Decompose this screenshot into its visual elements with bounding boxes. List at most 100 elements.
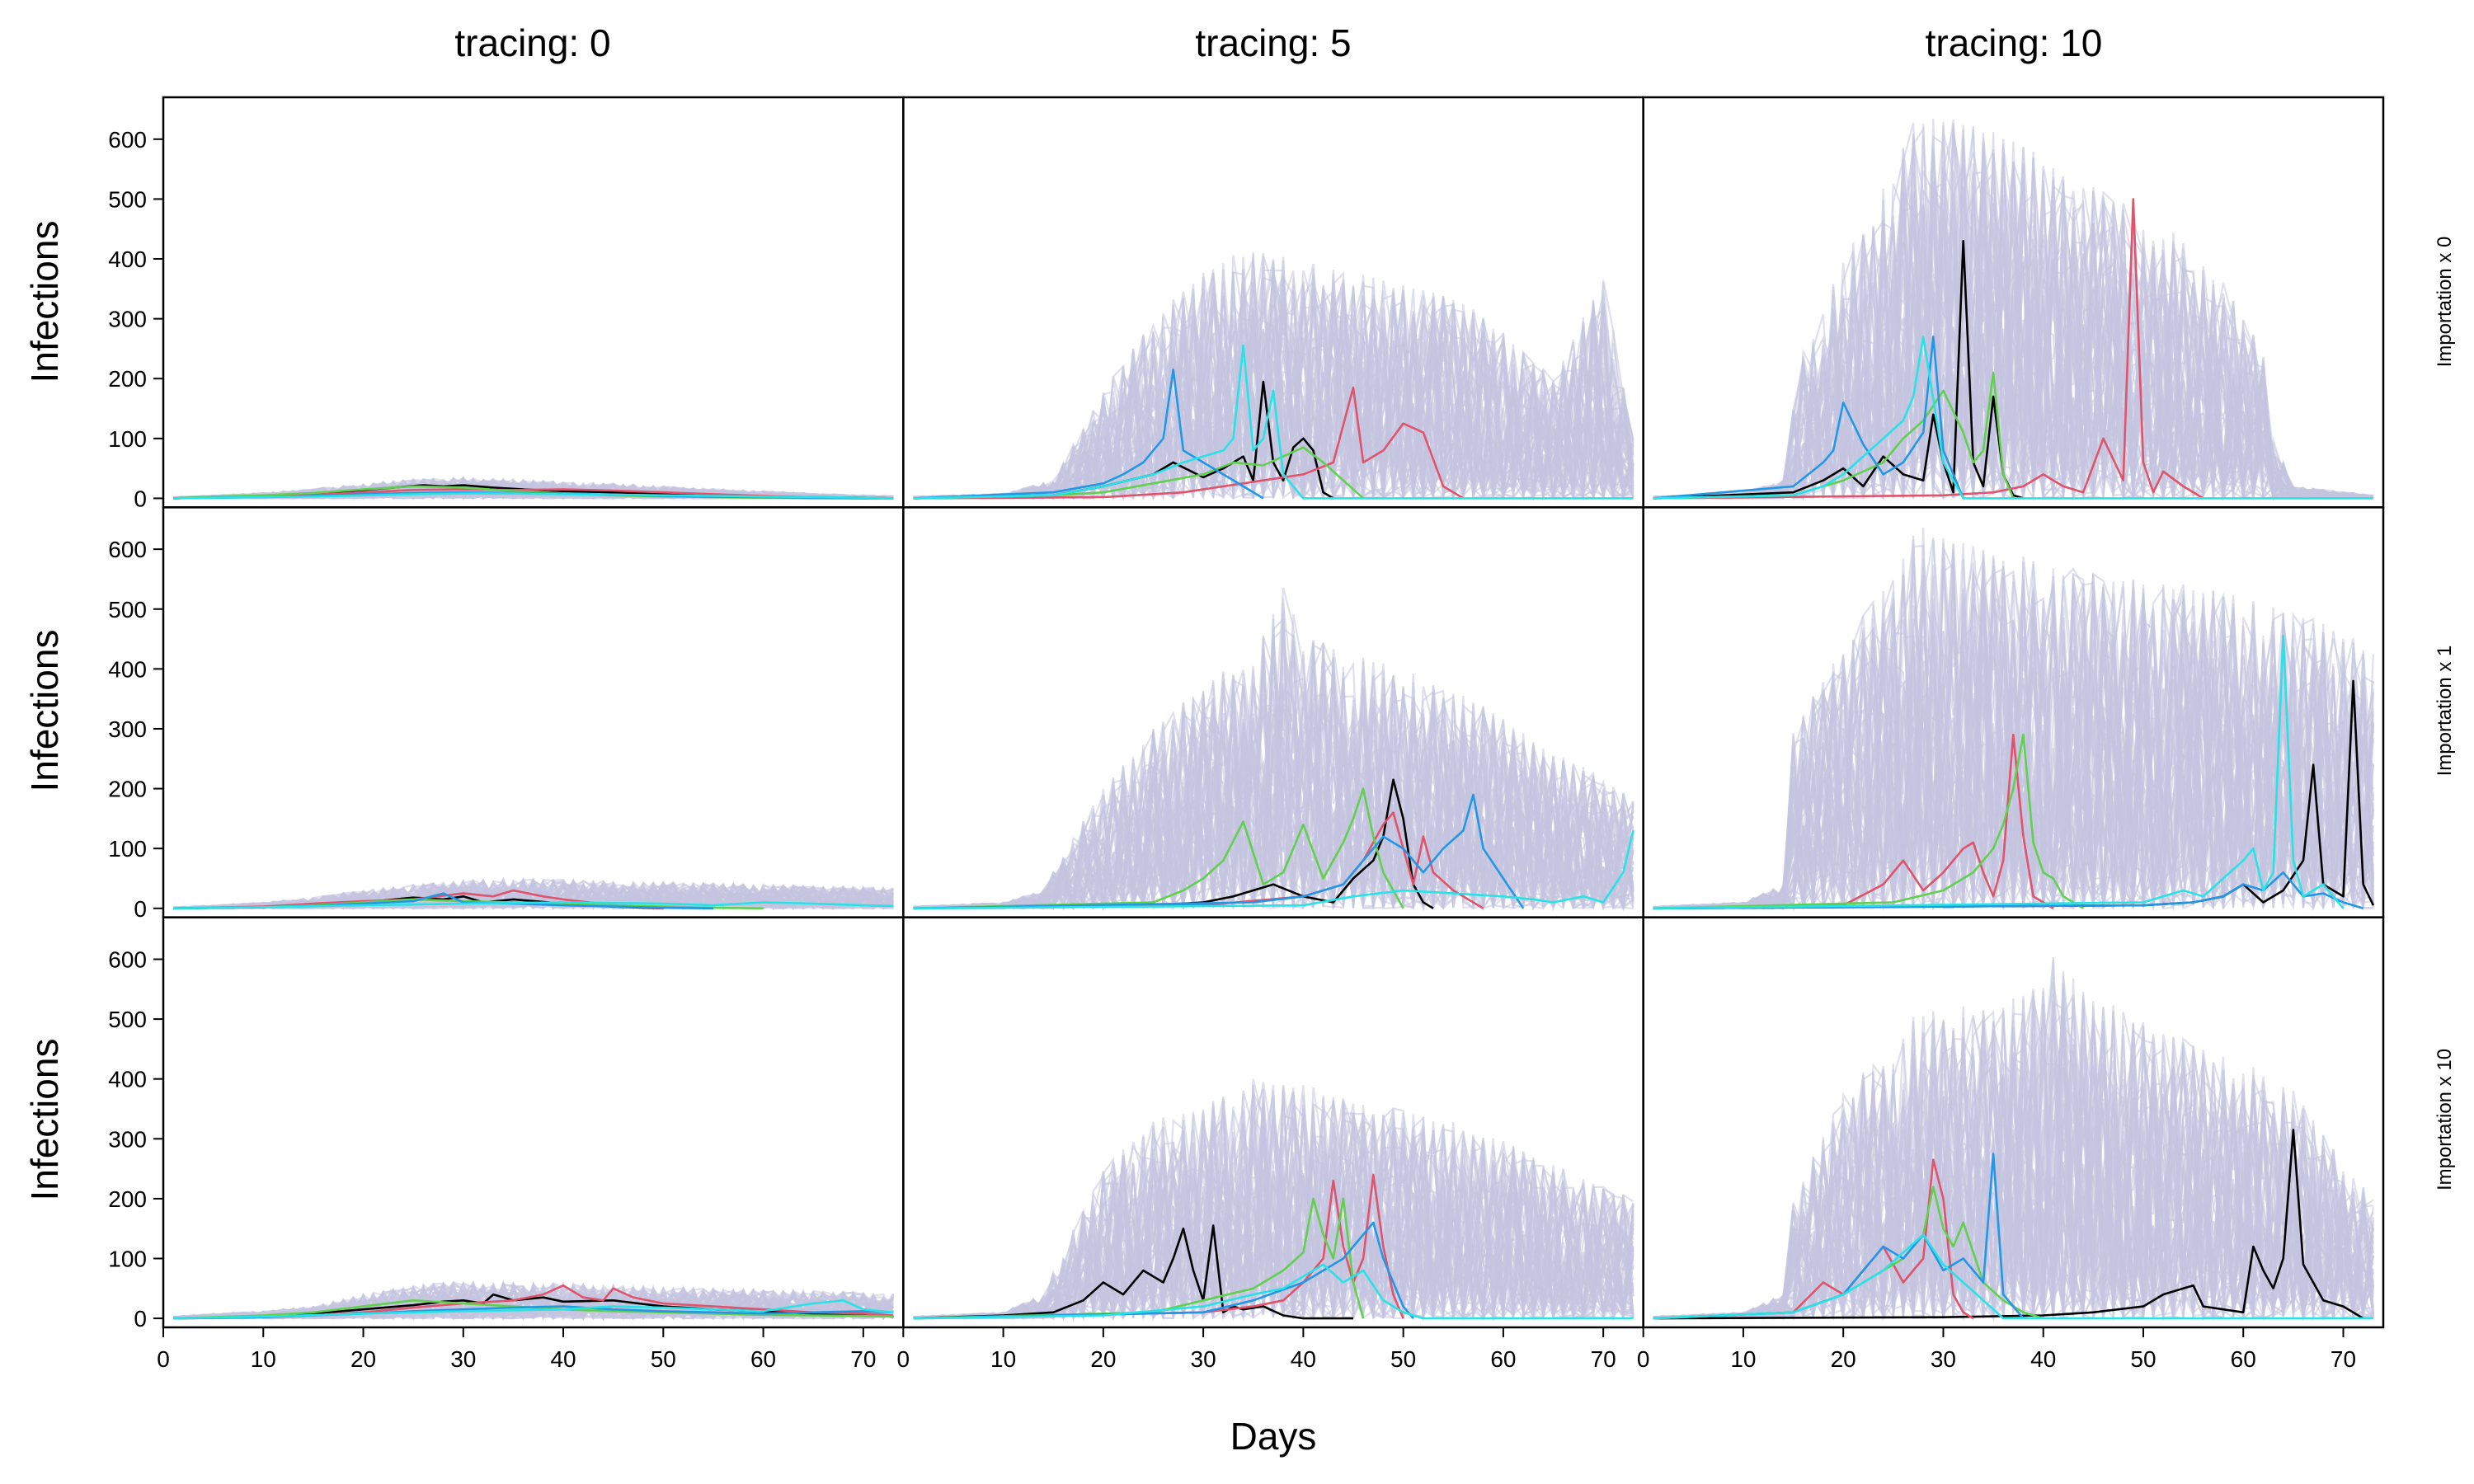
series-line-3 bbox=[913, 446, 1364, 500]
y-tick-label: 500 bbox=[108, 186, 147, 212]
background-runs bbox=[1653, 956, 2374, 1322]
series-line-5 bbox=[1653, 336, 2373, 500]
y-tick-label: 600 bbox=[108, 946, 147, 972]
axes: 0100200300400500600010020030040050060001… bbox=[108, 127, 2356, 1372]
col-title-tracing-5: tracing: 5 bbox=[1195, 21, 1351, 64]
background-run-line bbox=[1653, 998, 2374, 1320]
series-line-5 bbox=[173, 901, 894, 910]
series-line-2 bbox=[913, 1173, 1404, 1320]
x-tick-label: 60 bbox=[1490, 1346, 1516, 1372]
x-tick-label: 70 bbox=[2331, 1346, 2356, 1372]
x-tick-label: 0 bbox=[157, 1346, 170, 1372]
col-title-tracing-10: tracing: 10 bbox=[1926, 21, 2103, 64]
x-tick-label: 10 bbox=[1730, 1346, 1756, 1372]
y-axis-label-row-2: Infections bbox=[23, 630, 66, 792]
x-tick-label: 10 bbox=[990, 1346, 1016, 1372]
series-line-4 bbox=[1653, 336, 1964, 500]
background-run-line bbox=[1653, 591, 2374, 909]
y-tick-label: 0 bbox=[134, 1306, 147, 1331]
y-tick-label: 600 bbox=[108, 127, 147, 153]
background-run-line bbox=[913, 279, 1634, 500]
background-run-line bbox=[172, 1287, 895, 1321]
y-tick-label: 400 bbox=[108, 656, 147, 682]
row-labels: Importation x 0 Importation x 1 Importat… bbox=[2434, 237, 2456, 1190]
x-tick-label: 0 bbox=[1637, 1346, 1650, 1372]
row-label-importation-10: Importation x 10 bbox=[2434, 1049, 2456, 1190]
row-label-importation-0: Importation x 0 bbox=[2434, 237, 2456, 368]
panel-r2-c2 bbox=[1642, 916, 2385, 1329]
panel-plot-area bbox=[913, 1078, 1634, 1322]
background-runs bbox=[1653, 528, 2374, 912]
y-tick-label: 500 bbox=[108, 597, 147, 622]
background-run-line bbox=[913, 1103, 1634, 1320]
series-line-1 bbox=[913, 778, 1434, 910]
series-line-5 bbox=[913, 345, 1634, 500]
column-titles: tracing: 0 tracing: 5 tracing: 10 bbox=[454, 21, 2102, 64]
background-run-line bbox=[173, 1281, 894, 1321]
y-tick-label: 100 bbox=[108, 426, 147, 452]
series-line-3 bbox=[1653, 733, 2084, 910]
series-line-5 bbox=[173, 1299, 894, 1320]
background-runs bbox=[913, 587, 1634, 913]
panel-r0-c2 bbox=[1642, 96, 2385, 509]
x-tick-label: 30 bbox=[1931, 1346, 1956, 1372]
background-run-line bbox=[1653, 153, 2373, 500]
panel-plot-area bbox=[913, 587, 1634, 913]
y-tick-label: 300 bbox=[108, 307, 147, 332]
y-tick-label: 0 bbox=[134, 896, 147, 922]
panel-plot-area bbox=[1653, 118, 2374, 502]
background-runs bbox=[1653, 118, 2374, 502]
y-tick-label: 600 bbox=[108, 537, 147, 562]
y-tick-label: 200 bbox=[108, 366, 147, 392]
series-line-4 bbox=[913, 369, 1264, 500]
panel-frame bbox=[162, 96, 905, 509]
series-line-4 bbox=[913, 1221, 1414, 1320]
y-tick-label: 300 bbox=[108, 1126, 147, 1152]
panel-r1-c0 bbox=[162, 506, 905, 918]
y-tick-label: 400 bbox=[108, 247, 147, 272]
y-axis-label-row-1: Infections bbox=[23, 221, 66, 383]
x-tick-label: 20 bbox=[1090, 1346, 1116, 1372]
series-line-2 bbox=[913, 386, 1465, 500]
panel-plot-area bbox=[172, 1280, 895, 1322]
x-tick-label: 50 bbox=[651, 1346, 676, 1372]
x-tick-label: 60 bbox=[2231, 1346, 2256, 1372]
x-tick-label: 10 bbox=[251, 1346, 276, 1372]
background-run-line bbox=[1653, 1002, 2374, 1320]
x-tick-label: 50 bbox=[2130, 1346, 2156, 1372]
series-line-2 bbox=[1653, 1158, 1974, 1320]
x-tick-label: 50 bbox=[1390, 1346, 1416, 1372]
x-tick-label: 40 bbox=[550, 1346, 576, 1372]
series-line-3 bbox=[913, 787, 1404, 910]
series-line-3 bbox=[913, 1197, 1365, 1320]
y-tick-label: 500 bbox=[108, 1007, 147, 1032]
x-tick-label: 60 bbox=[750, 1346, 776, 1372]
background-run-line bbox=[173, 879, 894, 910]
panel-r0-c0 bbox=[162, 96, 905, 509]
panel-r2-c1 bbox=[902, 916, 1644, 1329]
y-tick-label: 200 bbox=[108, 1186, 147, 1212]
x-tick-label: 30 bbox=[450, 1346, 476, 1372]
series-line-2 bbox=[1653, 733, 2054, 910]
panel-r1-c1 bbox=[902, 506, 1644, 918]
series-line-2 bbox=[173, 889, 664, 910]
x-tick-label: 40 bbox=[2030, 1346, 2056, 1372]
y-tick-label: 0 bbox=[134, 486, 147, 511]
series-line-1 bbox=[1653, 239, 2024, 500]
y-tick-label: 400 bbox=[108, 1067, 147, 1092]
panel-plot-area bbox=[172, 476, 894, 500]
panel-plot-area bbox=[172, 876, 895, 911]
series-line-2 bbox=[173, 1284, 894, 1320]
col-title-tracing-0: tracing: 0 bbox=[454, 21, 610, 64]
x-tick-label: 20 bbox=[1831, 1346, 1856, 1372]
series-line-1 bbox=[1653, 1129, 2364, 1320]
panel-r2-c0 bbox=[162, 916, 905, 1329]
series-line-5 bbox=[913, 830, 1634, 910]
panel-frame bbox=[162, 916, 905, 1329]
series-line-5 bbox=[1653, 635, 2345, 910]
y-tick-label: 300 bbox=[108, 716, 147, 742]
series-line-3 bbox=[1653, 371, 2015, 500]
background-run-line bbox=[913, 1138, 1634, 1321]
series-line-5 bbox=[173, 492, 894, 500]
